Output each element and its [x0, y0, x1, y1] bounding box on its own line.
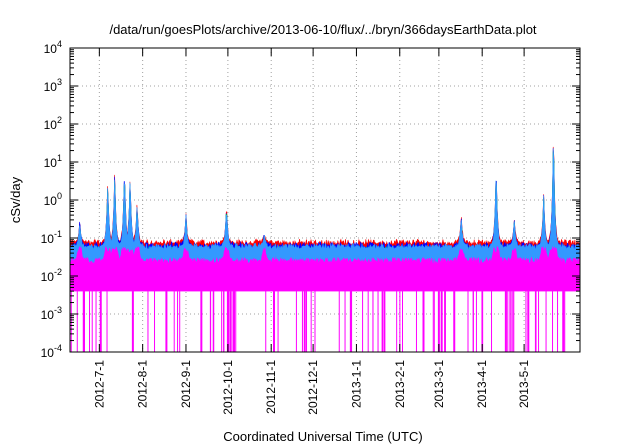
x-tick-labels: 2012-7-1 2012-8-1 2012-9-1 2012-10-1 2012-11…	[92, 360, 531, 415]
y-tick-label: 101	[44, 153, 62, 170]
x-tick-label: 2012-9-1	[179, 360, 193, 408]
y-tick-label: 102	[44, 115, 62, 132]
y-tick-label: 10-3	[41, 305, 62, 322]
x-axis-title: Coordinated Universal Time (UTC)	[223, 429, 422, 444]
y-tick-label: 10-2	[41, 267, 62, 284]
y-tick-labels: 10-4 10-3 10-2 10-1 100 101 102 103 104	[41, 39, 62, 360]
y-axis-title: cSv/day	[8, 176, 23, 223]
x-tick-label: 2013-2-1	[393, 360, 407, 408]
x-tick-label: 2013-5-1	[517, 360, 531, 408]
x-tick-label: 2013-4-1	[475, 360, 489, 408]
x-tick-label: 2012-11-1	[264, 360, 278, 414]
chart-title: /data/run/goesPlots/archive/2013-06-10/f…	[109, 22, 536, 37]
y-tick-label: 104	[44, 39, 62, 56]
x-tick-label: 2012-7-1	[92, 360, 106, 408]
grid-lines	[70, 48, 580, 352]
y-tick-label: 100	[44, 191, 62, 208]
x-tick-label: 2012-8-1	[136, 360, 150, 408]
series-5-area	[69, 246, 581, 292]
y-tick-label: 103	[44, 77, 62, 94]
x-tick-label: 2012-12-1	[306, 360, 320, 415]
plot-frame	[69, 47, 581, 353]
series-4-area	[69, 148, 581, 270]
y-tick-label: 10-1	[41, 229, 62, 246]
axes	[69, 47, 581, 353]
x-tick-label: 2013-1-1	[349, 360, 363, 408]
x-tick-label: 2012-10-1	[221, 360, 235, 415]
x-tick-label: 2013-3-1	[432, 360, 446, 408]
y-tick-label: 10-4	[41, 343, 62, 360]
plot-area	[69, 146, 581, 352]
